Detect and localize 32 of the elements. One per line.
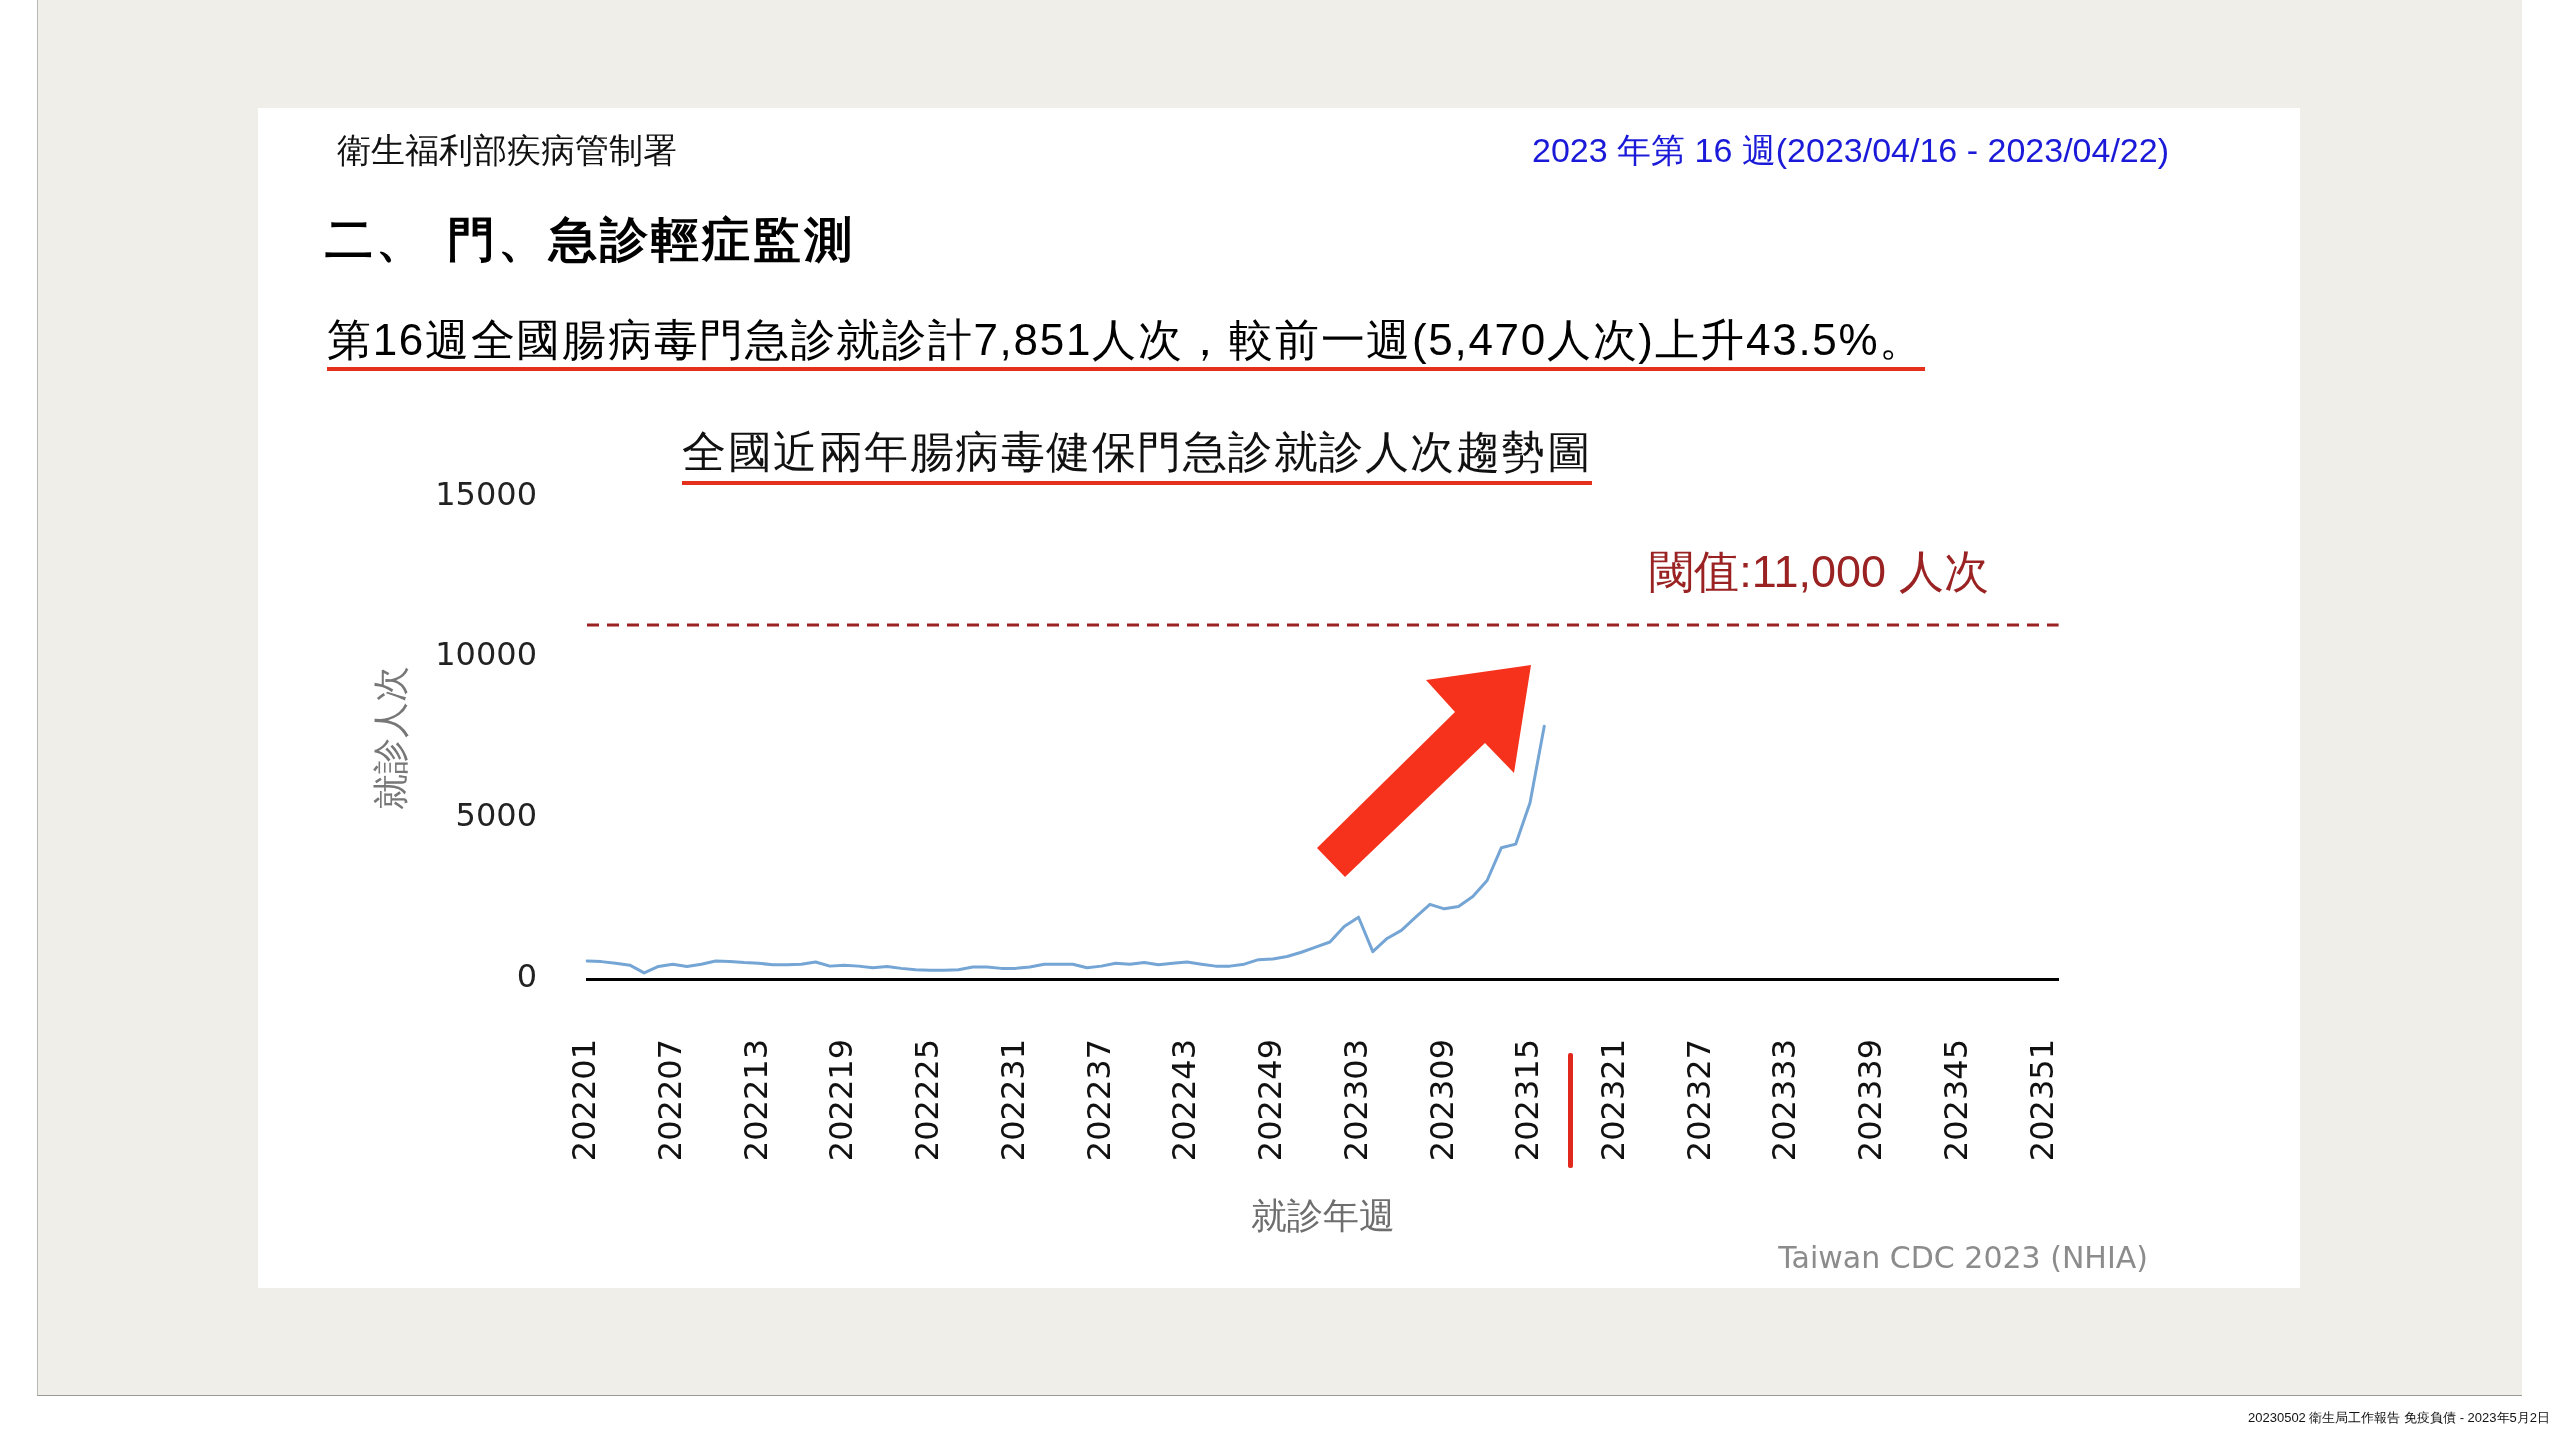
- y-tick-label: 5000: [455, 796, 537, 835]
- ref-line-label: 閾值:11,000 人次: [1649, 546, 1989, 598]
- x-tick-label: 202249: [1251, 1039, 1290, 1162]
- x-tick-label: 202237: [1079, 1039, 1118, 1162]
- text: 第16週全國腸病毒門急診就診計7,851人次，較前一週(5,470人次)上升43.5%。: [327, 313, 1926, 366]
- x-tick-label: 202231: [993, 1039, 1032, 1162]
- x-tick-label: 202339: [1851, 1039, 1890, 1162]
- text: 衛生福利部疾病管制署: [337, 129, 677, 171]
- x-tick-label: 202309: [1422, 1039, 1461, 1162]
- y-tick-label: 15000: [435, 474, 537, 513]
- text: Taiwan CDC 2023 (NHIA): [1778, 1240, 2148, 1276]
- x-tick-label: 202351: [2022, 1039, 2061, 1162]
- x-tick-label: 202303: [1336, 1039, 1375, 1162]
- x-axis-title: 就診年週: [1250, 1194, 1395, 1236]
- y-tick-label: 10000: [435, 635, 537, 674]
- y-tick-label: 0: [516, 957, 537, 996]
- text: 2023 年第 16 週(2023/04/16 - 2023/04/22): [1532, 129, 2169, 171]
- x-tick-label: 202243: [1165, 1039, 1204, 1162]
- x-tick-label: 202207: [651, 1039, 690, 1162]
- x-tick-label: 202333: [1765, 1039, 1804, 1162]
- x-tick-label: 202213: [736, 1039, 775, 1162]
- x-tick-label: 202219: [822, 1039, 861, 1162]
- text: 二、 門、急診輕症監測: [325, 211, 855, 269]
- text: 20230502 衛生局工作報告 免疫負債 - 2023年5月2日: [2248, 1410, 2550, 1426]
- chart-title: 全國近兩年腸病毒健保門急診就診人次趨勢圖: [682, 426, 1592, 479]
- x-tick-label: 202315: [1508, 1039, 1547, 1162]
- x-tick-label: 202345: [1936, 1039, 1975, 1162]
- x-tick-label: 202327: [1679, 1039, 1718, 1162]
- x-tick-label: 202225: [908, 1039, 947, 1162]
- y-axis-title: 就診人次: [369, 665, 411, 810]
- x-tick-label: 202321: [1594, 1039, 1632, 1162]
- x-tick-label: 202201: [565, 1039, 604, 1162]
